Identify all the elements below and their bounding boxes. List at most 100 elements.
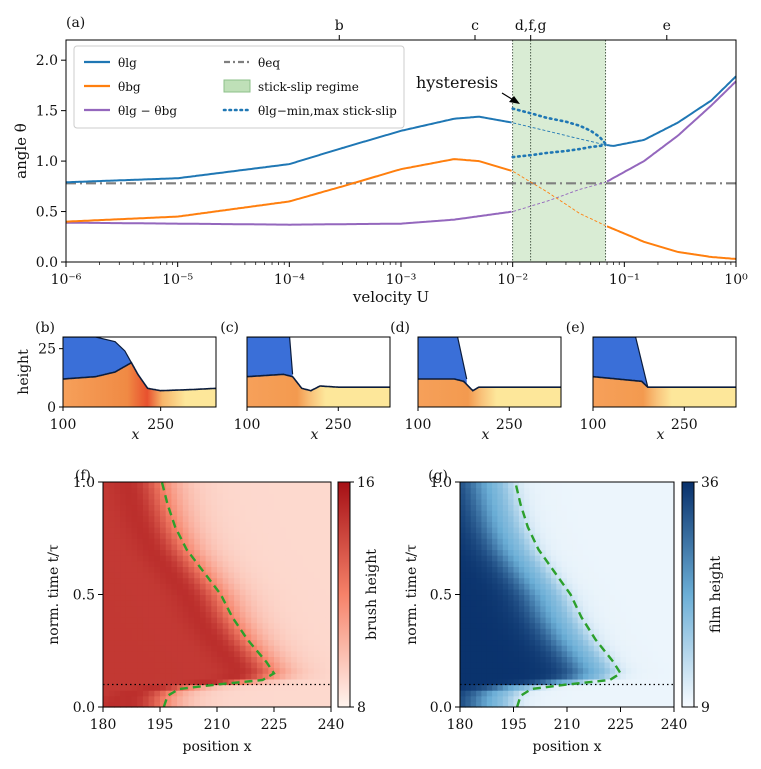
- heatmap-cell: [460, 650, 466, 657]
- heatmap-cell: [620, 566, 627, 573]
- heatmap-cell: [205, 538, 212, 545]
- heatmap-cell: [561, 617, 568, 624]
- heatmap-cell: [308, 482, 315, 489]
- heatmap-cell: [245, 673, 252, 680]
- heatmap-cell: [513, 583, 520, 590]
- heatmap-cell: [615, 577, 622, 584]
- heatmap-cell: [160, 498, 167, 506]
- heatmap-cell: [291, 532, 298, 539]
- heatmap-cell: [470, 560, 477, 567]
- liquid-film: [418, 337, 467, 385]
- heatmap-cell: [545, 678, 552, 686]
- heatmap-cell: [274, 538, 281, 545]
- heatmap-cell: [114, 487, 121, 494]
- heatmap-cell: [513, 667, 520, 674]
- panel-label: (g): [428, 468, 448, 484]
- heatmap-cell: [211, 633, 218, 641]
- heatmap-cell: [239, 521, 247, 528]
- heatmap-cell: [137, 498, 144, 506]
- heatmap-cell: [148, 515, 155, 522]
- heatmap-cell: [625, 605, 632, 612]
- heatmap-cell: [631, 645, 638, 652]
- heatmap-cell: [285, 645, 292, 652]
- heatmap-cell: [194, 566, 201, 573]
- heatmap-cell: [534, 482, 541, 489]
- heatmap-cell: [279, 622, 286, 629]
- heatmap-cell: [217, 600, 224, 607]
- heatmap-cell: [567, 566, 573, 573]
- heatmap-cell: [502, 656, 509, 663]
- heatmap-cell: [137, 527, 144, 534]
- heatmap-cell: [540, 628, 547, 635]
- heatmap-cell: [641, 611, 648, 618]
- heatmap-cell: [291, 572, 298, 579]
- heatmap-cell: [508, 701, 515, 708]
- heatmap-cell: [540, 662, 547, 669]
- heatmap-cell: [534, 628, 541, 635]
- heatmap-cell: [268, 583, 275, 590]
- heatmap-cell: [460, 667, 466, 674]
- heatmap-cell: [188, 482, 195, 489]
- heatmap-cell: [279, 605, 286, 612]
- heatmap-cell: [302, 605, 309, 612]
- heatmap-cell: [476, 673, 482, 680]
- heatmap-cell: [279, 493, 286, 500]
- heatmap-cell: [239, 678, 247, 686]
- heatmap-cell: [268, 532, 275, 539]
- heatmap-cell: [567, 701, 573, 708]
- heatmap-cell: [641, 695, 648, 702]
- heatmap-cell: [262, 690, 269, 697]
- heatmap-cell: [593, 690, 600, 697]
- heatmap-cell: [154, 532, 161, 539]
- heatmap-cell: [274, 695, 281, 702]
- heatmap-cell: [481, 549, 488, 556]
- colorbar-tick-label: 16: [357, 475, 375, 491]
- heatmap-cell: [137, 639, 144, 646]
- heatmap-cell: [658, 650, 664, 657]
- heatmap-cell: [279, 662, 286, 669]
- heatmap-cell: [291, 527, 298, 534]
- heatmap-cell: [599, 600, 606, 607]
- heatmap-cell: [492, 566, 498, 573]
- heatmap-cell: [647, 650, 654, 657]
- heatmap-cell: [279, 487, 286, 494]
- heatmap-cell: [615, 498, 622, 506]
- heatmap-cell: [256, 577, 264, 584]
- heatmap-cell: [120, 594, 127, 601]
- heatmap-cell: [182, 622, 190, 629]
- heatmap-cell: [545, 650, 552, 657]
- heatmap-cell: [647, 605, 654, 612]
- heatmap-cell: [668, 667, 675, 674]
- heatmap-cell: [308, 605, 315, 612]
- heatmap-cell: [182, 600, 190, 607]
- heatmap-cell: [251, 611, 258, 618]
- heatmap-cell: [217, 543, 224, 551]
- heatmap-cell: [609, 482, 616, 489]
- heatmap-cell: [513, 577, 520, 584]
- heatmap-cell: [103, 611, 110, 618]
- heatmap-cell: [529, 521, 536, 528]
- heatmap-cell: [636, 487, 643, 494]
- heatmap-cell: [561, 650, 568, 657]
- heatmap-cell: [291, 515, 298, 522]
- heatmap-cell: [245, 583, 252, 590]
- heatmap-cell: [470, 684, 477, 691]
- heatmap-cell: [486, 510, 493, 517]
- heatmap-cell: [199, 628, 207, 635]
- heatmap-cell: [154, 701, 161, 708]
- x-tick-label: 225: [261, 717, 288, 733]
- heatmap-cell: [103, 538, 110, 545]
- heatmap-cell: [534, 673, 541, 680]
- heatmap-cell: [313, 555, 321, 562]
- heatmap-cell: [222, 504, 229, 511]
- heatmap-cell: [313, 617, 321, 624]
- heatmap-cell: [593, 527, 600, 534]
- heatmap-cell: [524, 656, 531, 663]
- heatmap-cell: [567, 639, 573, 646]
- heatmap-cell: [114, 583, 121, 590]
- heatmap-cell: [137, 605, 144, 612]
- heatmap-cell: [625, 555, 632, 562]
- heatmap-cell: [604, 701, 611, 708]
- heatmap-cell: [217, 555, 224, 562]
- heatmap-cell: [534, 493, 541, 500]
